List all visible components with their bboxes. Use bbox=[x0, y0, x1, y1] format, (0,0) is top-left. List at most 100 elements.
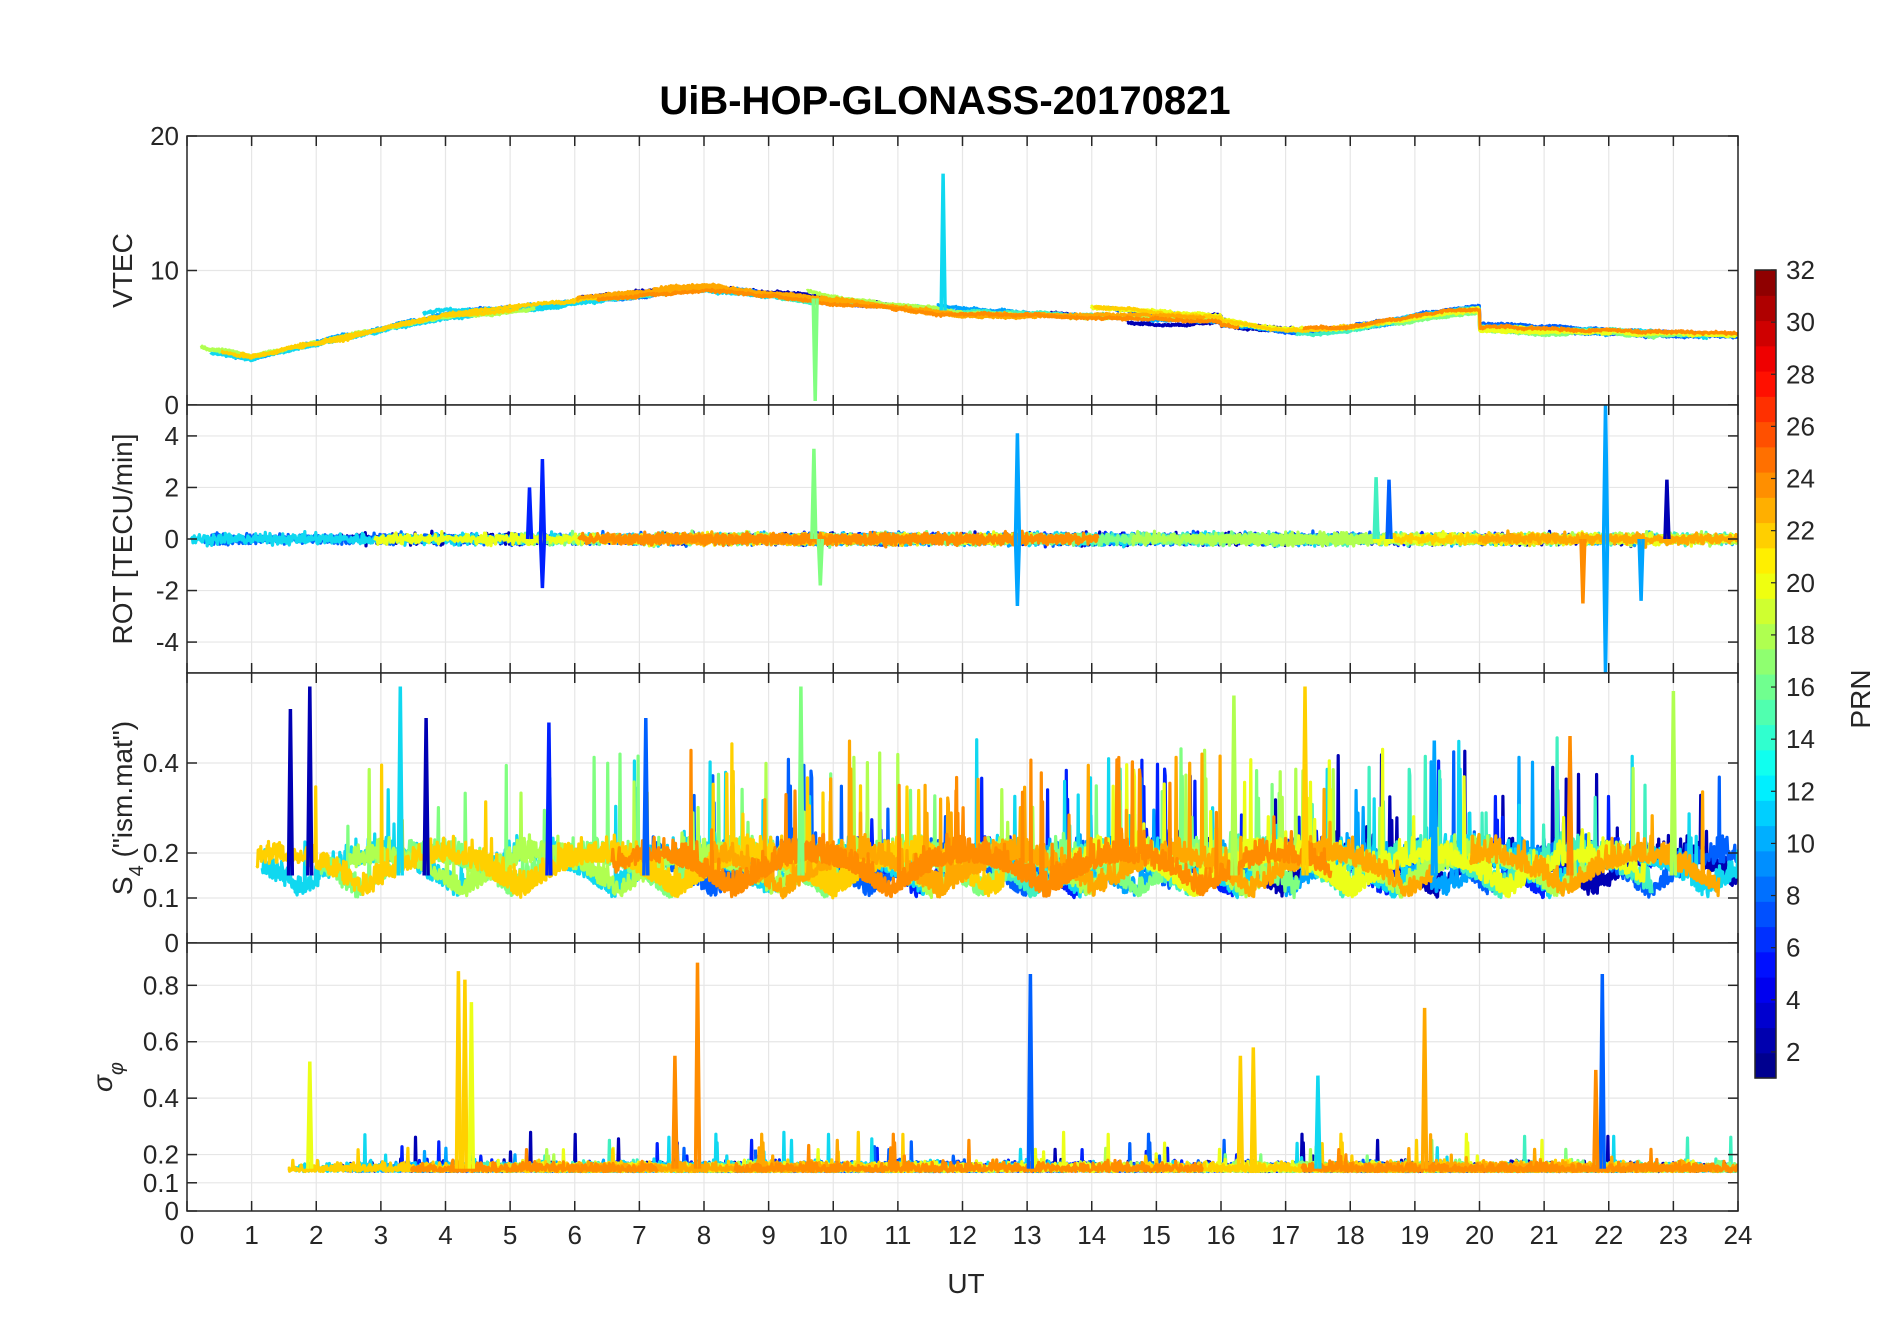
x-tick-label: 6 bbox=[568, 1220, 582, 1250]
spike-mark-s4 bbox=[1566, 735, 1574, 876]
y-tick-label-sigma_phi: 0.1 bbox=[143, 1168, 179, 1198]
y-tick-label-sigma_phi: 0.4 bbox=[143, 1083, 179, 1113]
spike-mark-sigma_phi bbox=[1236, 1055, 1245, 1169]
colorbar-band bbox=[1755, 674, 1776, 700]
colorbar-tick-label: 2 bbox=[1786, 1037, 1800, 1067]
y-tick-label-s4: 0.2 bbox=[143, 838, 179, 868]
colorbar-band bbox=[1755, 1027, 1776, 1054]
colorbar-band bbox=[1755, 547, 1776, 574]
spike-mark-s4 bbox=[286, 708, 295, 876]
colorbar-tick-label: 4 bbox=[1786, 985, 1800, 1015]
y-tick-label-s4: 0 bbox=[165, 928, 179, 958]
y-tick-label-rot: 0 bbox=[165, 524, 179, 554]
spike-mark-sigma_phi bbox=[693, 962, 702, 1169]
spike-mark-rot bbox=[1372, 477, 1380, 540]
x-tick-label: 10 bbox=[819, 1220, 848, 1250]
colorbar-tick-label: 22 bbox=[1786, 516, 1815, 546]
x-tick-label: 24 bbox=[1724, 1220, 1753, 1250]
colorbar-band bbox=[1755, 951, 1776, 978]
colorbar-band bbox=[1755, 648, 1776, 675]
colorbar-tick-label: 10 bbox=[1786, 828, 1815, 858]
panel-s4: 0 0.1 0.2 0.4S4 ("ism.mat") bbox=[107, 672, 1739, 958]
series-line-s4-prn-24 bbox=[663, 748, 1333, 899]
colorbar-label: PRN bbox=[1845, 669, 1876, 728]
colorbar-tick-label: 6 bbox=[1786, 933, 1800, 963]
colorbar-band bbox=[1755, 598, 1776, 625]
colorbar-band bbox=[1755, 295, 1776, 322]
spike-mark-sigma_phi bbox=[1592, 1069, 1600, 1169]
colorbar-band bbox=[1755, 421, 1776, 448]
spike-mark-rot bbox=[538, 459, 547, 540]
spike-mark-sigma_phi bbox=[461, 979, 469, 1169]
spike-mark-rot bbox=[1601, 538, 1610, 673]
x-tick-label: 20 bbox=[1465, 1220, 1494, 1250]
x-tick-label: 22 bbox=[1594, 1220, 1623, 1250]
x-tick-label: 19 bbox=[1400, 1220, 1429, 1250]
colorbar-band bbox=[1755, 800, 1776, 827]
spike-mark-s4 bbox=[1430, 740, 1438, 876]
y-tick-label-vtec: 0 bbox=[165, 390, 179, 420]
x-tick-label: 17 bbox=[1271, 1220, 1300, 1250]
x-tick-label: 4 bbox=[438, 1220, 452, 1250]
spike-mark-s4 bbox=[1669, 690, 1678, 876]
colorbar-band bbox=[1755, 1052, 1776, 1079]
colorbar-band bbox=[1755, 446, 1776, 473]
y-tick-label-rot: -2 bbox=[156, 576, 179, 606]
y-tick-label-vtec: 20 bbox=[150, 121, 179, 151]
colorbar-band bbox=[1755, 977, 1776, 1003]
colorbar-tick-label: 30 bbox=[1786, 307, 1815, 337]
colorbar-band bbox=[1755, 573, 1776, 599]
y-tick-label-sigma_phi: 0.8 bbox=[143, 970, 179, 1000]
spike-mark-sigma_phi bbox=[1026, 973, 1035, 1169]
y-tick-label-sigma_phi: 0.2 bbox=[143, 1140, 179, 1170]
series-line-s4-prn-23 bbox=[1469, 790, 1721, 898]
spike-mark-rot bbox=[538, 538, 547, 589]
colorbar-tick-label: 26 bbox=[1786, 411, 1815, 441]
x-tick-label: 14 bbox=[1077, 1220, 1106, 1250]
series-line-vtec-prn-11 bbox=[209, 294, 630, 363]
colorbar-band bbox=[1755, 775, 1776, 801]
colorbar-band bbox=[1755, 876, 1776, 902]
series-line-s4-prn-21 bbox=[483, 772, 1005, 900]
y-axis-label-rot: ROT [TECU/min] bbox=[107, 433, 138, 644]
x-tick-label: 8 bbox=[697, 1220, 711, 1250]
spike-mark-s4 bbox=[396, 686, 404, 876]
spike-mark-sigma_phi bbox=[1314, 1075, 1322, 1169]
x-tick-label: 12 bbox=[948, 1220, 977, 1250]
x-tick-label: 9 bbox=[761, 1220, 775, 1250]
x-tick-label: 3 bbox=[374, 1220, 388, 1250]
x-tick-label: 21 bbox=[1530, 1220, 1559, 1250]
spike-mark-rot bbox=[816, 538, 825, 586]
colorbar-band bbox=[1755, 699, 1776, 726]
x-tick-label: 5 bbox=[503, 1220, 517, 1250]
x-tick-label: 23 bbox=[1659, 1220, 1688, 1250]
spike-mark-vtec bbox=[811, 298, 819, 402]
spike-mark-s4 bbox=[1230, 695, 1238, 876]
spike-mark-rot bbox=[810, 448, 818, 540]
colorbar-tick-label: 14 bbox=[1786, 724, 1815, 754]
series-line-vtec-prn-24 bbox=[1302, 307, 1738, 336]
spike-mark-rot bbox=[1385, 479, 1393, 540]
colorbar-band bbox=[1755, 850, 1776, 877]
y-axis-label-vtec: VTEC bbox=[107, 233, 138, 308]
colorbar-band bbox=[1755, 749, 1776, 776]
colorbar-band bbox=[1755, 623, 1776, 650]
x-tick-label: 11 bbox=[884, 1220, 911, 1250]
spike-mark-rot bbox=[1663, 479, 1671, 540]
spike-mark-sigma_phi bbox=[454, 971, 463, 1169]
spike-mark-s4 bbox=[642, 717, 650, 876]
panel-s4-series bbox=[255, 686, 1738, 900]
colorbar-tick-label: 24 bbox=[1786, 464, 1815, 494]
colorbar-band bbox=[1755, 270, 1776, 296]
spike-mark-rot bbox=[525, 487, 534, 540]
y-tick-label-rot: 2 bbox=[165, 472, 179, 502]
panel-sigma_phi-series bbox=[287, 962, 1738, 1174]
x-tick-label: 16 bbox=[1207, 1220, 1236, 1250]
panel-vtec-series bbox=[199, 173, 1738, 402]
series-line-sigma_phi-prn-24 bbox=[1300, 1147, 1738, 1174]
spike-mark-rot bbox=[1013, 538, 1022, 607]
